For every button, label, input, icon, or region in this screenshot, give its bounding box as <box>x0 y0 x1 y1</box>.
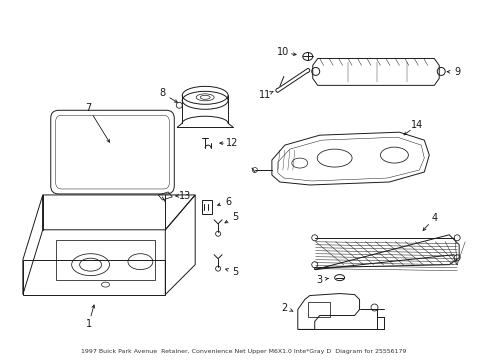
Text: 11: 11 <box>258 90 270 100</box>
Text: 4: 4 <box>430 213 436 223</box>
Text: 1997 Buick Park Avenue  Retainer, Convenience Net Upper M6X1.0 Inte*Gray D  Diag: 1997 Buick Park Avenue Retainer, Conveni… <box>81 349 406 354</box>
Text: 6: 6 <box>224 197 231 207</box>
Text: 5: 5 <box>231 212 238 222</box>
Text: 5: 5 <box>231 267 238 276</box>
Text: 1: 1 <box>85 319 91 329</box>
Text: 8: 8 <box>159 88 165 98</box>
Text: 3: 3 <box>316 275 322 285</box>
Text: 14: 14 <box>410 120 423 130</box>
Bar <box>307 302 329 318</box>
Text: 2: 2 <box>281 302 287 312</box>
Text: 12: 12 <box>225 138 238 148</box>
Bar <box>202 200 212 214</box>
Text: 13: 13 <box>179 191 191 201</box>
Text: 10: 10 <box>276 48 288 58</box>
Text: 9: 9 <box>453 67 459 77</box>
Text: 7: 7 <box>85 103 92 113</box>
